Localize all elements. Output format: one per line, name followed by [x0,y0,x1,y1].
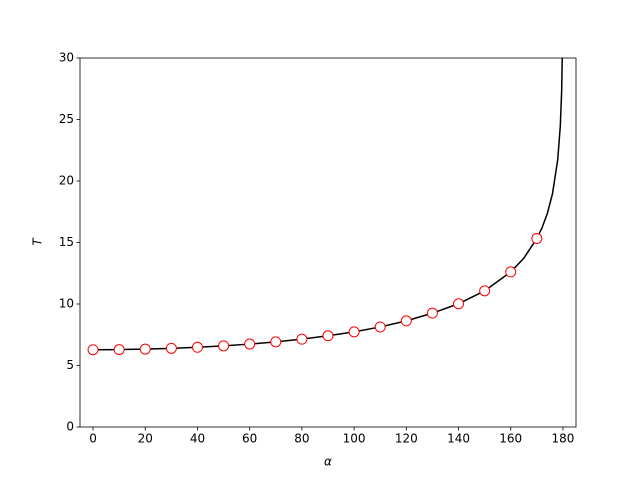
x-tick-label: 0 [89,432,97,446]
x-tick-label: 180 [551,432,574,446]
marker [426,307,438,319]
marker [191,341,203,353]
marker [218,340,230,352]
marker [113,344,125,356]
marker [348,326,360,338]
marker [165,342,177,354]
y-tick-label: 0 [66,420,74,434]
x-axis-label: α [324,455,332,469]
marker [374,321,386,333]
x-tick-label: 120 [395,432,418,446]
y-tick-label: 20 [59,174,74,188]
marker [531,232,543,244]
x-tick-label: 20 [138,432,153,446]
x-tick-label: 160 [499,432,522,446]
marker [479,285,491,297]
marker [270,336,282,348]
marker [139,343,151,355]
y-tick-label: 15 [59,235,74,249]
marker [322,330,334,342]
x-tick-label: 40 [190,432,205,446]
y-tick-label: 5 [66,358,74,372]
axes-frame [79,57,577,428]
y-tick-label: 30 [59,51,74,65]
marker [87,344,99,356]
x-tick-label: 140 [447,432,470,446]
marker [505,266,517,278]
y-axis-label: T [31,237,45,246]
y-tick-label: 10 [59,297,74,311]
marker [296,333,308,345]
x-tick-label: 60 [242,432,257,446]
y-tick-label: 25 [59,112,74,126]
x-tick-label: 100 [343,432,366,446]
marker [400,315,412,327]
x-tick-label: 80 [294,432,309,446]
marker [244,338,256,350]
marker [453,298,465,310]
